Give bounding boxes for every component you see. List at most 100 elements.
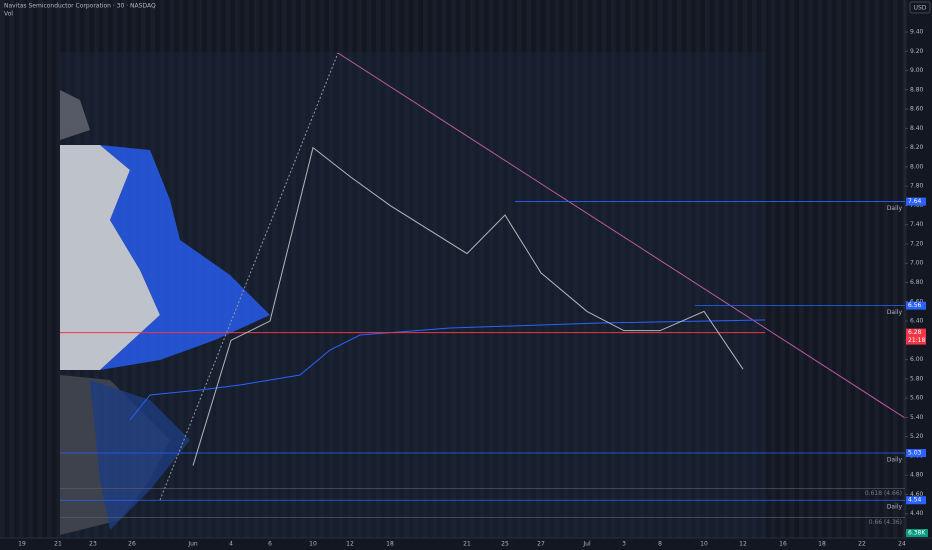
y-tick-label: 5.40 bbox=[910, 414, 924, 421]
stripe bbox=[225, 0, 231, 538]
y-tick-label: 8.00 bbox=[910, 163, 924, 170]
level-label: 7.64 bbox=[908, 198, 922, 205]
stripe bbox=[836, 0, 842, 538]
last-price-label: 6.28 bbox=[908, 329, 922, 336]
stripe bbox=[695, 0, 701, 538]
y-tick-label: 8.60 bbox=[910, 106, 924, 113]
stripe bbox=[573, 0, 579, 538]
stripe bbox=[338, 0, 344, 538]
y-tick-label: 5.20 bbox=[910, 433, 924, 440]
x-tick-label: Jul bbox=[582, 541, 591, 548]
stripe bbox=[874, 0, 879, 538]
stripe bbox=[394, 0, 400, 538]
x-tick-label: 27 bbox=[537, 541, 545, 548]
y-tick-label: 4.80 bbox=[910, 472, 924, 479]
level-box bbox=[906, 496, 926, 505]
stripe bbox=[864, 0, 870, 538]
fib-label: 0.618 (4.66) bbox=[865, 490, 902, 497]
stripe bbox=[413, 0, 419, 538]
y-tick-label: 7.00 bbox=[910, 260, 924, 267]
stripe bbox=[611, 0, 616, 538]
level-box bbox=[906, 301, 926, 310]
stripe bbox=[648, 0, 654, 538]
stripe bbox=[263, 0, 268, 538]
x-tick-label: 26 bbox=[128, 541, 136, 548]
x-tick-label: 18 bbox=[818, 541, 826, 548]
volume-box bbox=[906, 529, 928, 537]
level-label: 6.56 bbox=[908, 302, 922, 309]
level-box bbox=[906, 449, 926, 458]
stripe bbox=[620, 0, 626, 538]
x-tick-label: 18 bbox=[386, 541, 394, 548]
stripe bbox=[733, 0, 738, 538]
session-shading bbox=[0, 0, 907, 538]
x-tick-label: 25 bbox=[501, 541, 509, 548]
x-tick-label: 22 bbox=[858, 541, 866, 548]
stripe bbox=[385, 0, 391, 538]
y-tick-label: 6.40 bbox=[910, 318, 924, 325]
stripe bbox=[667, 0, 673, 538]
stripe bbox=[37, 0, 43, 538]
stripe bbox=[658, 0, 663, 538]
level-tag: Daily bbox=[887, 205, 903, 212]
stripe bbox=[817, 0, 823, 538]
stripe bbox=[376, 0, 381, 538]
y-tick-label: 7.40 bbox=[910, 221, 924, 228]
y-tick-label: 5.60 bbox=[910, 395, 924, 402]
y-tick-label: 7.20 bbox=[910, 240, 924, 247]
x-tick-label: 10 bbox=[700, 541, 708, 548]
y-tick-label: 4.40 bbox=[910, 510, 924, 517]
stripe bbox=[780, 0, 785, 538]
x-tick-label: 4 bbox=[229, 541, 233, 548]
trend-line bbox=[337, 52, 906, 419]
stripe bbox=[488, 0, 494, 538]
stripe bbox=[498, 0, 503, 538]
stripe bbox=[451, 0, 456, 538]
x-tick-label: 19 bbox=[18, 541, 26, 548]
level-tag: Daily bbox=[887, 309, 903, 316]
indicator-label: Vol bbox=[4, 11, 13, 18]
stripe bbox=[808, 0, 814, 538]
level-tag: Daily bbox=[887, 457, 903, 464]
y-tick-label: 9.00 bbox=[910, 67, 924, 74]
volume-profile bbox=[60, 90, 270, 535]
price-line bbox=[192, 146, 744, 466]
y-tick-label: 6.00 bbox=[910, 356, 924, 363]
stripe bbox=[357, 0, 362, 538]
x-tick-label: 8 bbox=[658, 541, 662, 548]
stripe bbox=[235, 0, 240, 538]
x-tick-label: 16 bbox=[779, 541, 787, 548]
volume-label: 6.38K bbox=[908, 530, 926, 537]
stripe bbox=[714, 0, 720, 538]
stripe bbox=[517, 0, 522, 538]
stripe bbox=[686, 0, 691, 538]
y-tick-label: 6.80 bbox=[910, 279, 924, 286]
stripe bbox=[441, 0, 447, 538]
stripe bbox=[761, 0, 767, 538]
level-box bbox=[906, 197, 926, 206]
stripe bbox=[47, 0, 52, 538]
stripe bbox=[723, 0, 729, 538]
stripe bbox=[789, 0, 795, 538]
stripe bbox=[366, 0, 372, 538]
countdown: 21:18 bbox=[908, 337, 925, 344]
stripe bbox=[799, 0, 804, 538]
stripe bbox=[460, 0, 466, 538]
stripe bbox=[272, 0, 278, 538]
x-tick-label: 3 bbox=[622, 541, 626, 548]
stripe bbox=[676, 0, 682, 538]
x-tick-label: 24 bbox=[898, 541, 906, 548]
stripe bbox=[883, 0, 889, 538]
stripe bbox=[592, 0, 597, 538]
stripe bbox=[291, 0, 297, 538]
level-label: 5.03 bbox=[908, 450, 922, 457]
stripe bbox=[639, 0, 644, 538]
stripe bbox=[705, 0, 710, 538]
stripe bbox=[404, 0, 409, 538]
stripe bbox=[770, 0, 776, 538]
x-tick-label: 21 bbox=[463, 541, 471, 548]
y-tick-label: 9.20 bbox=[910, 48, 924, 55]
stripe bbox=[601, 0, 607, 538]
x-tick-label: 12 bbox=[346, 541, 354, 548]
